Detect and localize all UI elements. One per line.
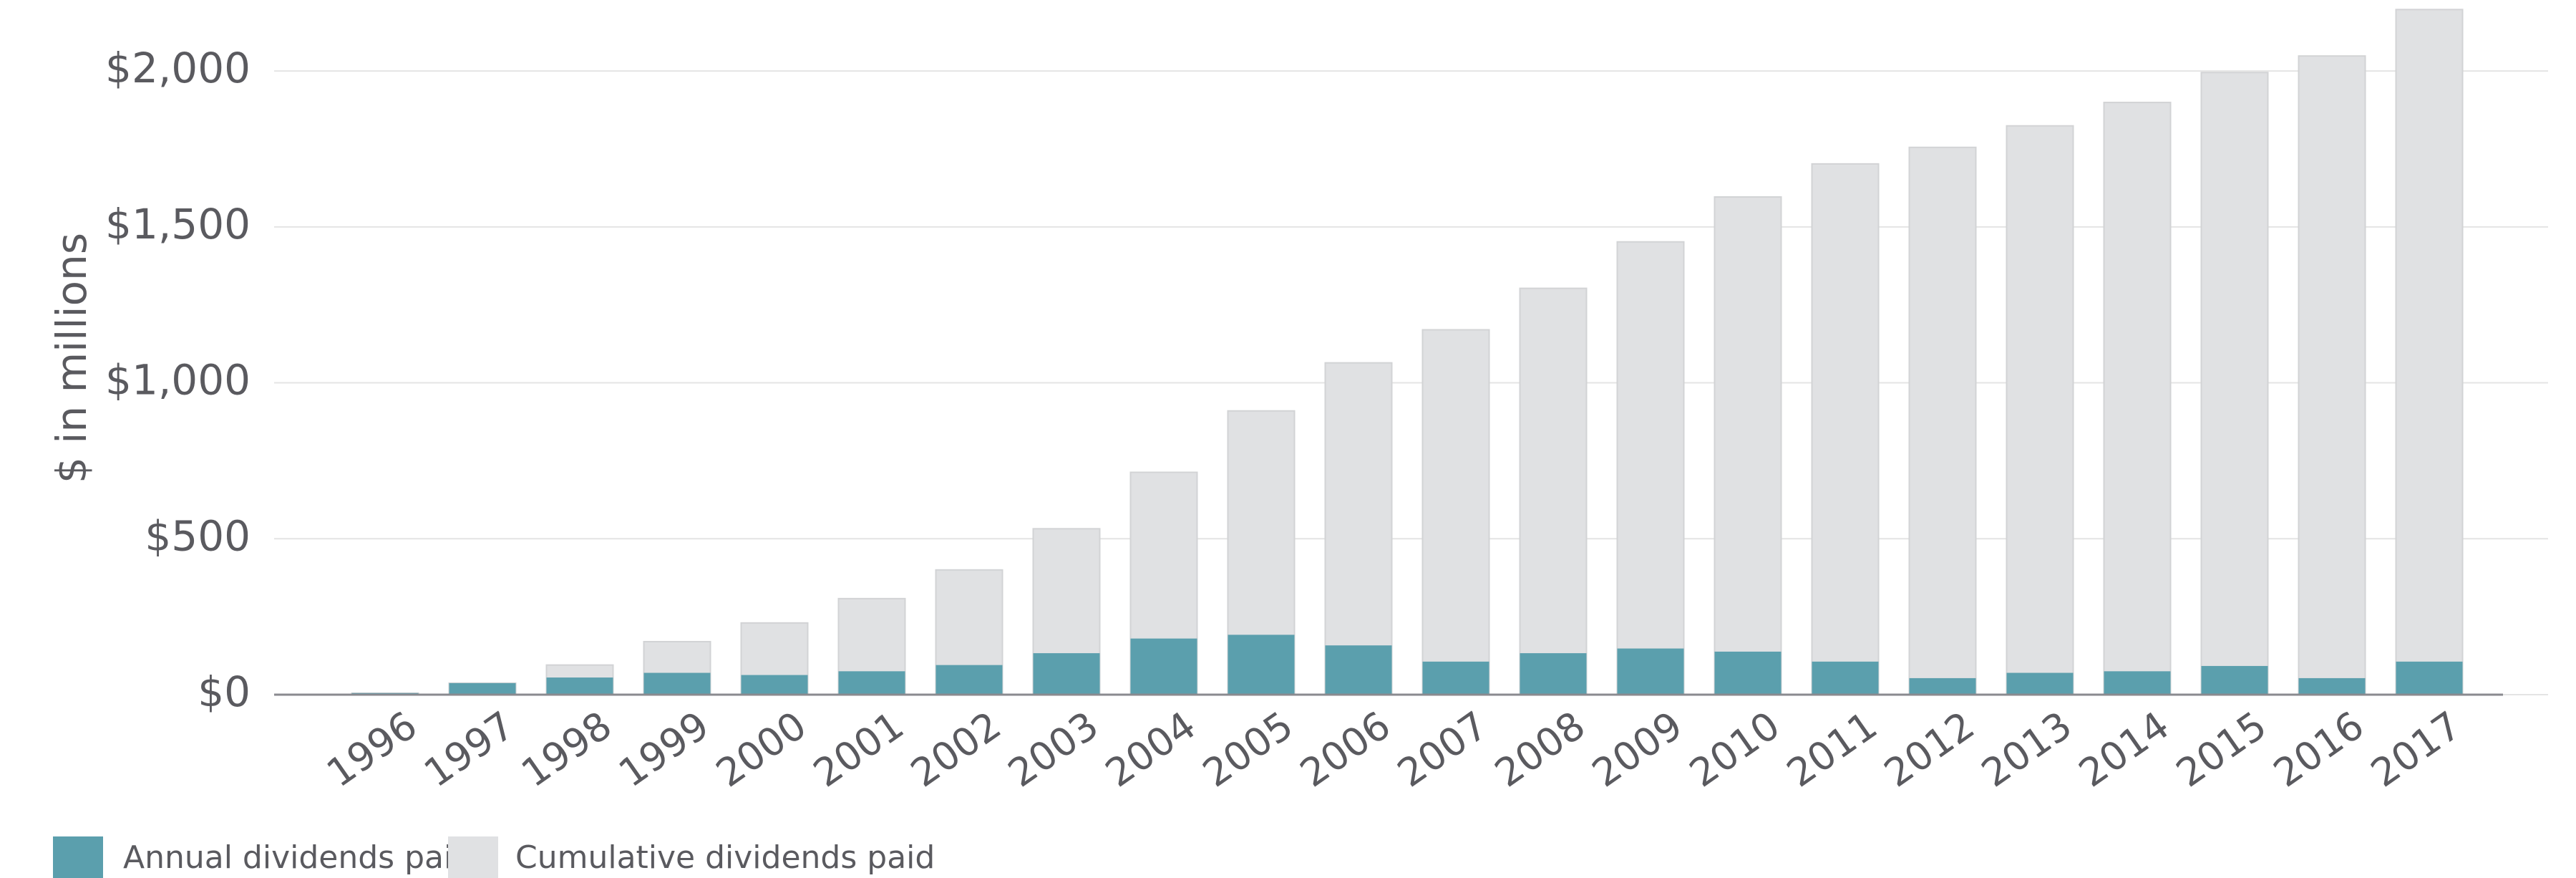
bar xyxy=(1421,329,1490,695)
bar xyxy=(2006,125,2074,696)
legend-label: Cumulative dividends paid xyxy=(515,839,935,876)
y-tick-label: $500 xyxy=(145,511,251,560)
x-tick-label: 2004 xyxy=(1097,703,1204,796)
bar xyxy=(2395,9,2464,696)
bar xyxy=(1519,287,1588,695)
bar xyxy=(2103,102,2172,695)
bar xyxy=(643,672,711,695)
x-tick-label: 2010 xyxy=(1681,703,1788,796)
x-tick-label: 2005 xyxy=(1195,703,1301,796)
bar xyxy=(2396,661,2463,695)
bar xyxy=(1520,653,1587,695)
x-tick-label: 2002 xyxy=(903,703,1009,796)
bar xyxy=(1714,651,1782,695)
y-tick-label: $0 xyxy=(198,667,251,716)
y-tick-label: $2,000 xyxy=(105,44,251,92)
bar xyxy=(1033,653,1100,695)
bar xyxy=(1812,661,1879,695)
x-tick-label: 1999 xyxy=(611,703,717,796)
bar xyxy=(2298,677,2366,695)
bar xyxy=(1324,362,1393,695)
x-tick-label: 2003 xyxy=(1000,703,1107,796)
bar xyxy=(935,665,1003,695)
y-tick-label: $1,500 xyxy=(105,200,251,249)
bar xyxy=(2006,672,2074,695)
bar xyxy=(741,675,808,695)
x-tick-label: 2012 xyxy=(1876,703,1983,796)
bar xyxy=(1422,661,1489,695)
x-tick-label: 2015 xyxy=(2168,703,2275,796)
x-tick-label: 2014 xyxy=(2071,703,2177,796)
x-tick-label: 2009 xyxy=(1584,703,1691,796)
x-tick-label: 1998 xyxy=(513,703,620,796)
y-tick-label: $1,000 xyxy=(105,356,251,405)
x-tick-label: 2011 xyxy=(1779,703,1885,796)
bar xyxy=(2201,665,2268,695)
x-tick-label: 2000 xyxy=(708,703,815,796)
x-tick-label: 1997 xyxy=(416,703,523,796)
bar xyxy=(1909,677,1976,695)
y-axis-title: $ in millions xyxy=(47,233,96,483)
bar xyxy=(449,682,516,695)
bar xyxy=(1617,648,1684,695)
x-tick-label: 1996 xyxy=(319,703,425,796)
x-tick-label: 2017 xyxy=(2363,703,2469,796)
bar xyxy=(2200,72,2269,695)
bar xyxy=(838,671,905,695)
bar xyxy=(1811,163,1880,695)
legend-swatch xyxy=(448,836,498,878)
x-tick-label: 2001 xyxy=(805,703,912,796)
legend-label: Annual dividends paid xyxy=(123,839,472,876)
bar xyxy=(1228,635,1295,695)
x-tick-label: 2016 xyxy=(2265,703,2372,796)
bar xyxy=(1130,638,1197,695)
x-tick-label: 2007 xyxy=(1389,703,1496,796)
bar xyxy=(546,677,613,695)
bar xyxy=(2104,671,2171,695)
bar xyxy=(1714,196,1782,696)
x-tick-label: 2008 xyxy=(1487,703,1593,796)
x-tick-label: 2013 xyxy=(1973,703,2080,796)
bar xyxy=(1616,241,1685,696)
bar xyxy=(1908,146,1977,695)
bar xyxy=(2298,55,2366,696)
x-tick-label: 2006 xyxy=(1292,703,1399,796)
legend-swatch xyxy=(53,836,103,878)
bar xyxy=(1325,645,1392,695)
